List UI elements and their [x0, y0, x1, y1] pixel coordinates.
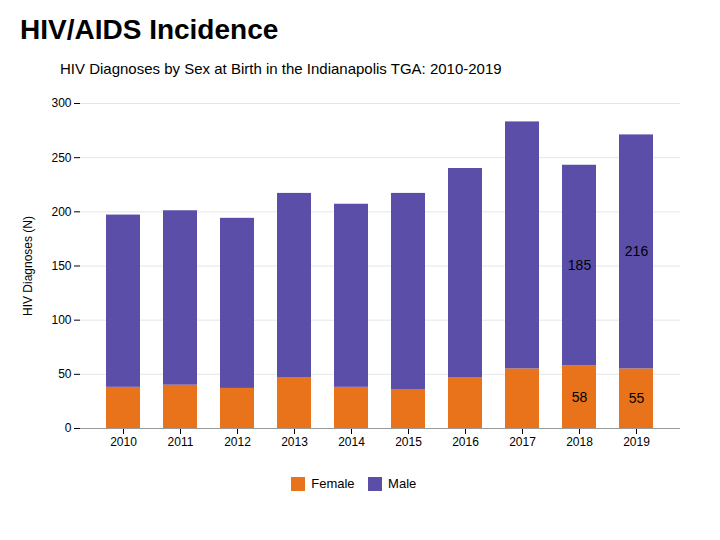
- svg-text:2019: 2019: [623, 435, 650, 449]
- svg-text:58: 58: [572, 389, 588, 405]
- svg-text:100: 100: [51, 313, 71, 327]
- svg-text:50: 50: [58, 367, 72, 381]
- svg-text:2014: 2014: [338, 435, 365, 449]
- svg-text:55: 55: [629, 390, 645, 406]
- svg-text:150: 150: [51, 259, 71, 273]
- html-text:HIV/AIDS Incidence: HIV/AIDS Incidence: [20, 14, 279, 45]
- svg-text:HIV Diagnoses (N): HIV Diagnoses (N): [21, 216, 35, 316]
- svg-text:2016: 2016: [452, 435, 479, 449]
- svg-text:2015: 2015: [395, 435, 422, 449]
- svg-text:0: 0: [65, 421, 72, 435]
- svg-text:2018: 2018: [566, 435, 593, 449]
- svg-text:2011: 2011: [168, 435, 194, 449]
- svg-text:2010: 2010: [110, 435, 137, 449]
- html-text:Female: Female: [311, 476, 355, 491]
- svg-text:2017: 2017: [509, 435, 536, 449]
- svg-text:2012: 2012: [224, 435, 251, 449]
- svg-text:300: 300: [51, 96, 71, 110]
- svg-text:2013: 2013: [281, 435, 308, 449]
- html-text:HIV Diagnoses by Sex at Birth: HIV Diagnoses by Sex at Birth in the Ind…: [60, 60, 502, 77]
- html-text:Male: Male: [388, 476, 417, 491]
- svg-text:216: 216: [625, 243, 649, 259]
- svg-text:200: 200: [51, 205, 71, 219]
- svg-text:185: 185: [568, 257, 592, 273]
- svg-text:250: 250: [51, 151, 71, 165]
